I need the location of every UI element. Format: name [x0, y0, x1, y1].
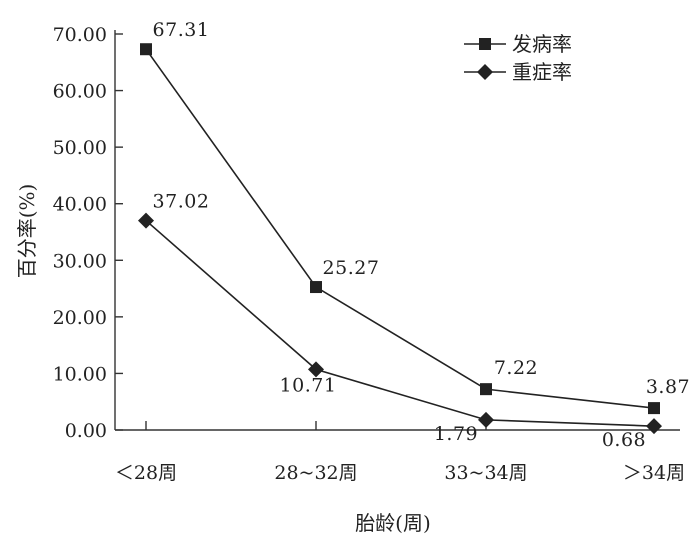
- data-label: 10.71: [280, 374, 337, 396]
- data-label: 3.87: [646, 376, 690, 398]
- y-tick-label: 70.00: [53, 24, 107, 46]
- data-label: 25.27: [323, 257, 380, 279]
- series-line-2: [145, 219, 655, 427]
- y-axis-title: 百分率(%): [15, 184, 39, 279]
- data-point-2: [478, 411, 494, 428]
- data-label: 1.79: [434, 423, 478, 445]
- data-labels: 67.31 25.27 7.22 3.87 37.02 10.71 1.79 0.68: [153, 19, 690, 451]
- data-label: 7.22: [494, 357, 538, 379]
- x-tick-label: 28~32周: [274, 462, 357, 484]
- y-tick-label: 10.00: [53, 363, 107, 385]
- x-tick-label: ＞34周: [623, 462, 685, 484]
- data-point-2: [646, 418, 662, 435]
- y-tick-label: 20.00: [53, 307, 107, 329]
- data-point-2: [308, 361, 324, 378]
- data-point-1: [140, 43, 152, 56]
- legend-marker: [479, 38, 491, 50]
- y-tick-label: 0.00: [65, 420, 107, 442]
- legend-marker: [477, 64, 493, 80]
- y-tick-label: 60.00: [53, 81, 107, 103]
- x-tick-label: 33~34周: [444, 462, 527, 484]
- data-label: 0.68: [602, 429, 646, 451]
- data-label: 37.02: [153, 191, 210, 213]
- y-tick-label: 30.00: [53, 250, 107, 272]
- y-tick-label: 50.00: [53, 137, 107, 159]
- axes: 0.00 10.00 20.00 30.00 40.00 50.00 60.00 70.00 ＜…: [53, 24, 686, 484]
- data-point-2: [138, 212, 154, 229]
- legend-label: 重症率: [512, 60, 572, 84]
- data-point-1: [480, 383, 492, 396]
- series-lines: [138, 43, 662, 435]
- data-point-1: [310, 281, 322, 294]
- y-tick-label: 40.00: [53, 194, 107, 216]
- x-axis-title: 胎龄(周): [355, 511, 431, 535]
- data-label: 67.31: [153, 19, 210, 41]
- x-tick-label: ＜28周: [115, 462, 177, 484]
- legend-label: 发病率: [512, 32, 572, 56]
- data-point-1: [648, 402, 660, 415]
- series-line-1: [145, 48, 655, 409]
